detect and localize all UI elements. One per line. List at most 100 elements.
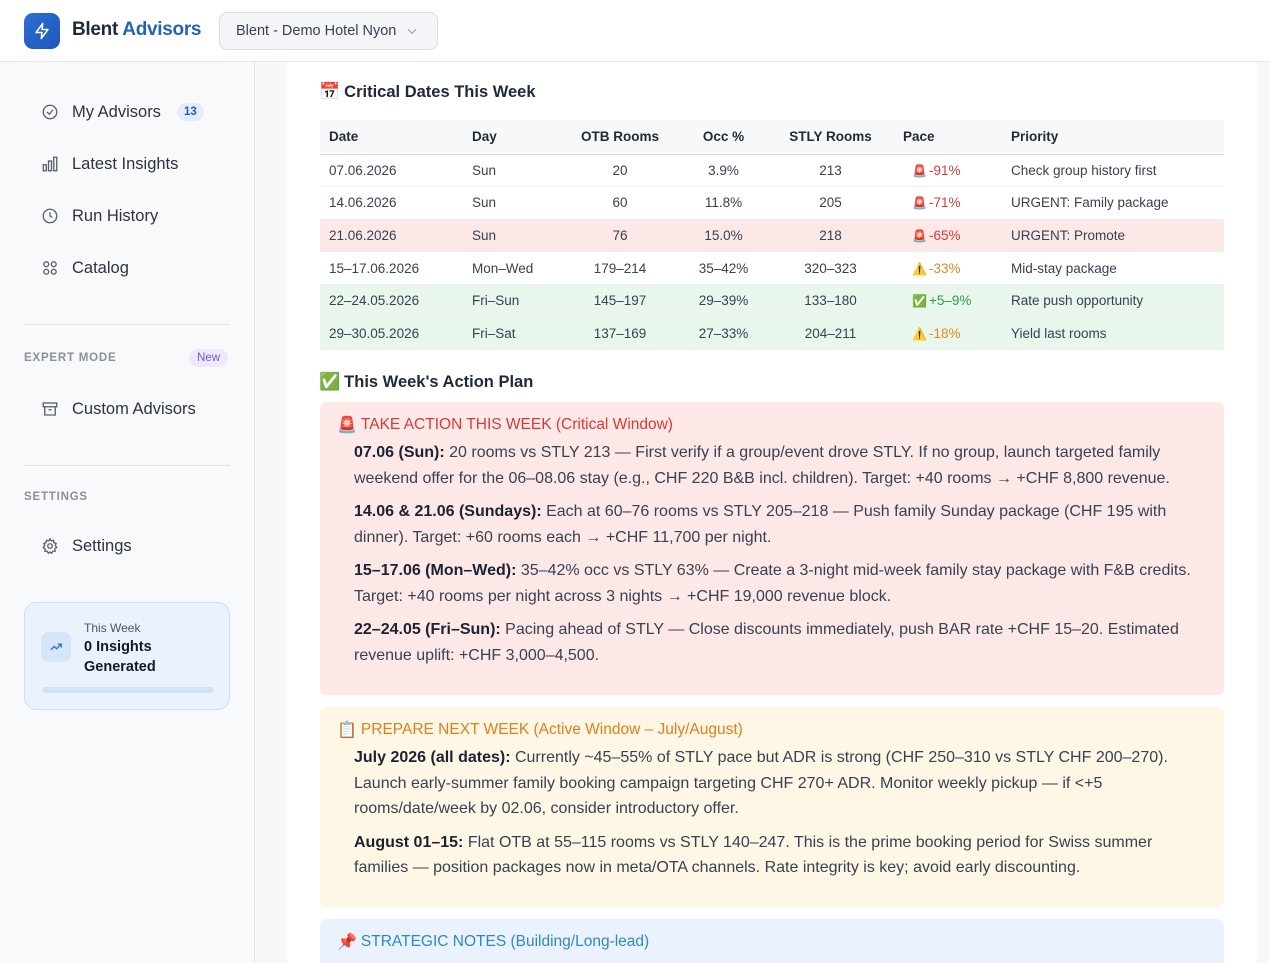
- week-card-label: This Week: [84, 621, 141, 635]
- table-cell: Rate push opportunity: [1002, 284, 1224, 318]
- week-progress-bar: [42, 687, 214, 693]
- action-item: 14.06 & 21.06 (Sundays): Each at 60–76 r…: [354, 503, 1167, 546]
- column-header: Occ %: [680, 120, 767, 155]
- chevron-down-icon: [407, 28, 417, 35]
- pace-value: -71%: [928, 195, 961, 211]
- table-cell: Check group history first: [1002, 154, 1224, 188]
- trending-up-icon: [41, 632, 71, 662]
- table-row: 15–17.06.2026 Mon–Wed 179–214 35–42% 320–323…: [320, 251, 1224, 285]
- column-header: Day: [463, 120, 560, 155]
- take-action-title: 🚨 TAKE ACTION THIS WEEK (Critical Window…: [337, 416, 673, 434]
- action-item: 22–24.05 (Fri–Sun): Pacing ahead of STLY…: [354, 621, 1179, 664]
- sidebar-item-label: Catalog: [72, 258, 129, 277]
- sidebar-item-my-advisors[interactable]: My Advisors 13: [24, 92, 230, 132]
- pace-status-icon: ✅: [912, 294, 927, 309]
- action-item: 07.06 (Sun): 20 rooms vs STLY 213 — Firs…: [354, 444, 1170, 487]
- pace-cell: 🚨 -65%: [894, 219, 1002, 253]
- pace-value: -65%: [928, 227, 961, 243]
- pace-value: +5–9%: [928, 293, 972, 309]
- lightning-icon: [35, 22, 49, 40]
- table-cell: 218: [767, 219, 894, 253]
- sidebar-item-label: Custom Advisors: [72, 399, 196, 418]
- archive-icon: [40, 399, 60, 419]
- action-plan-heading: ✅ This Week's Action Plan: [319, 372, 534, 391]
- table-cell: 07.06.2026: [320, 154, 463, 188]
- sidebar-item-label: Run History: [72, 206, 159, 225]
- table-cell: 60: [560, 186, 680, 220]
- sidebar-item-custom-advisors[interactable]: Custom Advisors: [24, 389, 230, 429]
- grid-icon: [40, 258, 60, 278]
- pace-value: -91%: [928, 162, 961, 178]
- action-item: 15–17.06 (Mon–Wed): 35–42% occ vs STLY 6…: [354, 562, 1191, 605]
- table-cell: 76: [560, 219, 680, 253]
- sidebar-divider: [24, 465, 230, 466]
- table-cell: 21.06.2026: [320, 219, 463, 253]
- pace-status-icon: 🚨: [912, 196, 927, 211]
- table-cell: Mid-stay package: [1002, 251, 1224, 285]
- table-cell: 205: [767, 186, 894, 220]
- pace-cell: 🚨 -71%: [894, 186, 1002, 220]
- critical-dates-table: Date Day OTB Rooms Occ % STLY Rooms Pace…: [320, 120, 1224, 351]
- pace-cell: ⚠️ -18%: [894, 316, 1002, 351]
- action-item: August 01–15: Flat OTB at 55–115 rooms v…: [354, 833, 1153, 877]
- table-cell: 15–17.06.2026: [320, 251, 463, 285]
- siren-icon: 🚨: [337, 417, 357, 434]
- sidebar-item-run-history[interactable]: Run History: [24, 196, 230, 236]
- table-cell: Sun: [463, 186, 560, 220]
- table-cell: URGENT: Family package: [1002, 186, 1224, 220]
- calendar-icon: 📅: [319, 82, 341, 101]
- strategic-notes-box: 📌 STRATEGIC NOTES (Building/Long-lead): [320, 919, 1224, 963]
- gear-icon: [40, 536, 60, 556]
- table-cell: 27–33%: [680, 316, 767, 351]
- settings-section-label: SETTINGS: [24, 491, 88, 503]
- table-cell: Fri–Sun: [463, 284, 560, 318]
- table-cell: 320–323: [767, 251, 894, 285]
- check-mark-icon: ✅: [319, 372, 341, 391]
- logo[interactable]: [24, 13, 60, 49]
- table-cell: Yield last rooms: [1002, 316, 1224, 351]
- table-cell: URGENT: Promote: [1002, 219, 1224, 253]
- table-cell: Sun: [463, 219, 560, 253]
- pace-value: -33%: [928, 260, 961, 276]
- table-row: 21.06.2026 Sun 76 15.0% 218 🚨 -65% URGENT: Prom…: [320, 219, 1224, 253]
- sidebar-divider: [24, 324, 230, 325]
- table-cell: 137–169: [560, 316, 680, 351]
- sidebar-item-catalog[interactable]: Catalog: [24, 248, 230, 288]
- table-row: 14.06.2026 Sun 60 11.8% 205 🚨 -71% URGENT: Fami…: [320, 186, 1224, 220]
- table-row: 22–24.05.2026 Fri–Sun 145–197 29–39% 133–180…: [320, 284, 1224, 318]
- sidebar-item-label: Latest Insights: [72, 154, 179, 173]
- top-bar: Blent Advisors Blent - Demo Hotel Nyon: [0, 0, 1270, 62]
- sidebar-item-settings[interactable]: Settings: [24, 526, 230, 566]
- pace-status-icon: 🚨: [912, 163, 927, 178]
- table-cell: 14.06.2026: [320, 186, 463, 220]
- hotel-selector[interactable]: Blent - Demo Hotel Nyon: [219, 12, 438, 50]
- sidebar: My Advisors 13 Latest Insights Run Histo…: [0, 62, 255, 963]
- count-badge: 13: [176, 103, 204, 121]
- main-content: 📅 Critical Dates This Week Date Day OTB …: [287, 62, 1257, 963]
- weekly-insights-card: This Week 0 Insights Generated: [24, 602, 230, 710]
- bar-chart-icon: [40, 154, 60, 174]
- strategic-notes-title: 📌 STRATEGIC NOTES (Building/Long-lead): [337, 933, 650, 951]
- table-cell: 204–211: [767, 316, 894, 351]
- prepare-title: 📋 PREPARE NEXT WEEK (Active Window – Jul…: [337, 721, 743, 739]
- new-badge: New: [189, 349, 229, 367]
- table-cell: 29–39%: [680, 284, 767, 318]
- column-header: Priority: [1002, 120, 1224, 155]
- column-header: Date: [320, 120, 463, 155]
- sidebar-item-latest-insights[interactable]: Latest Insights: [24, 144, 230, 184]
- critical-dates-heading: 📅 Critical Dates This Week: [319, 82, 536, 101]
- table-row: 29–30.05.2026 Fri–Sat 137–169 27–33% 204–211…: [320, 316, 1224, 351]
- prepare-box: 📋 PREPARE NEXT WEEK (Active Window – Jul…: [320, 707, 1224, 907]
- table-row: 07.06.2026 Sun 20 3.9% 213 🚨 -91% Check group h…: [320, 154, 1224, 188]
- check-circle-icon: [40, 102, 60, 122]
- brand-name[interactable]: Blent Advisors: [72, 19, 202, 40]
- table-cell: 213: [767, 154, 894, 188]
- table-cell: Sun: [463, 154, 560, 188]
- clock-icon: [40, 206, 60, 226]
- table-cell: 133–180: [767, 284, 894, 318]
- table-header-row: Date Day OTB Rooms Occ % STLY Rooms Pace…: [320, 120, 1224, 155]
- pace-cell: ⚠️ -33%: [894, 251, 1002, 285]
- table-cell: 29–30.05.2026: [320, 316, 463, 351]
- sidebar-item-label: Settings: [72, 536, 132, 555]
- take-action-box: 🚨 TAKE ACTION THIS WEEK (Critical Window…: [320, 402, 1224, 695]
